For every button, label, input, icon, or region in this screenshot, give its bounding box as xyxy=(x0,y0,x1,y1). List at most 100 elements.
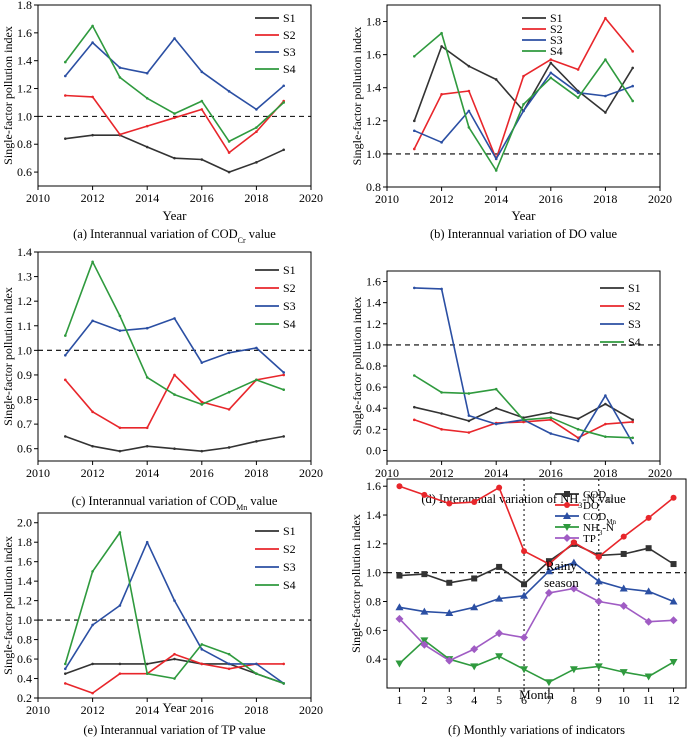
data-point xyxy=(544,588,553,597)
data-point xyxy=(396,572,403,579)
data-point xyxy=(64,74,67,78)
legend-label: S4 xyxy=(628,335,641,349)
panel-caption-text-post: value xyxy=(247,494,278,508)
legend-label-text: COD xyxy=(583,489,606,501)
data-point xyxy=(227,662,231,666)
data-point xyxy=(118,604,122,607)
data-point xyxy=(494,387,498,391)
data-point xyxy=(396,483,403,490)
x-tick-label: 2012 xyxy=(81,191,105,205)
data-point xyxy=(496,563,503,570)
data-point xyxy=(413,286,416,290)
x-tick-label: 2010 xyxy=(26,191,50,205)
data-point xyxy=(118,449,122,453)
data-point xyxy=(145,71,149,75)
data-point xyxy=(282,682,286,685)
data-point xyxy=(604,422,607,426)
panel-caption: (f) Monthly variations of indicators xyxy=(448,723,625,737)
y-tick-label: 1.6 xyxy=(366,275,381,289)
data-point xyxy=(549,418,553,422)
y-tick-label: 0.4 xyxy=(366,652,381,666)
data-point xyxy=(173,677,176,680)
x-tick-label: 2014 xyxy=(135,466,159,480)
data-point xyxy=(470,645,479,654)
data-point xyxy=(644,617,653,626)
panel-caption-text-post: value xyxy=(246,227,277,241)
data-point xyxy=(569,584,578,593)
legend-label: S2 xyxy=(628,299,641,313)
x-tick-label: 2020 xyxy=(299,191,323,205)
data-point xyxy=(520,666,529,674)
y-tick-label: 1.6 xyxy=(366,48,381,62)
x-tick-label: 2016 xyxy=(190,466,214,480)
data-point xyxy=(549,416,553,420)
data-point xyxy=(200,108,204,111)
panel-caption: (e) Interannual variation of TP value xyxy=(83,723,266,737)
series-line-4 xyxy=(64,260,284,406)
legend-label-text: NH xyxy=(583,522,599,534)
x-tick-label: 2018 xyxy=(244,466,268,480)
data-point xyxy=(145,145,149,149)
x-tick-label: 2012 xyxy=(81,466,105,480)
data-point xyxy=(282,84,286,88)
data-point xyxy=(445,609,454,617)
series-line-1 xyxy=(399,543,674,586)
data-point xyxy=(669,597,678,605)
y-tick-label: 1.3 xyxy=(17,270,32,284)
legend-label: S4 xyxy=(283,62,296,76)
y-tick-label: 0.8 xyxy=(17,393,32,407)
chart-panel-d: 2010 2012 2014 2016 2018 2020 0.0 0.2 0.4 0.6 0.8 1… xyxy=(350,270,672,510)
legend-label-text: S2 xyxy=(550,22,563,36)
data-point xyxy=(521,548,528,555)
x-tick-label: 4 xyxy=(471,693,477,707)
legend-marker xyxy=(564,491,570,497)
data-point xyxy=(522,420,525,424)
legend-label-text: S2 xyxy=(628,299,641,313)
data-point xyxy=(520,633,529,642)
y-axis-label: Single-factor pollution index xyxy=(350,297,364,436)
data-point xyxy=(395,660,404,668)
legend-label: S1 xyxy=(550,11,563,25)
y-tick-label: 0.8 xyxy=(366,180,381,194)
data-point xyxy=(569,666,578,674)
x-tick-label: 7 xyxy=(546,693,552,707)
y-tick-label: 1.2 xyxy=(17,594,32,608)
data-point xyxy=(467,431,471,434)
data-point xyxy=(440,45,443,48)
data-point xyxy=(91,319,94,323)
panel-caption-text: (f) Monthly variations of indicators xyxy=(448,723,625,737)
data-point xyxy=(200,99,204,103)
y-tick-label: 1.4 xyxy=(17,245,32,259)
y-tick-label: 1.0 xyxy=(17,613,32,627)
panel-caption: (a) Interannual variation of CODCr value xyxy=(73,227,276,245)
data-point xyxy=(521,581,528,588)
data-point xyxy=(549,61,553,65)
data-point xyxy=(440,287,443,291)
data-point xyxy=(200,449,204,453)
x-tick-label: 6 xyxy=(521,693,527,707)
legend-label-text: S1 xyxy=(283,11,296,25)
data-point xyxy=(413,129,416,133)
legend-label: NH3-N xyxy=(583,522,614,537)
y-tick-label: 1.2 xyxy=(366,537,381,551)
chart-panel-a: 2010 2012 2014 2016 2018 2020 0.6 0.8 1.0 1.2 1.4 1… xyxy=(1,0,323,245)
data-point xyxy=(413,54,416,58)
data-point xyxy=(118,314,122,318)
data-point xyxy=(118,531,122,534)
data-point xyxy=(467,419,471,423)
data-point xyxy=(200,70,204,74)
data-point xyxy=(467,414,471,417)
chart-panel-c: 2010 2012 2014 2016 2018 2020 0.6 0.7 0.8 0.9 1.0 1… xyxy=(1,245,323,512)
data-point xyxy=(420,640,429,649)
x-tick-label: 2020 xyxy=(299,703,323,717)
data-point xyxy=(467,64,471,68)
data-point xyxy=(576,417,580,421)
legend-label-text: S3 xyxy=(283,560,296,574)
data-point xyxy=(64,682,67,685)
data-point xyxy=(118,662,122,666)
x-axis-label: Month xyxy=(519,687,554,702)
y-tick-label: 1.0 xyxy=(366,147,381,161)
plot-frame xyxy=(386,478,687,689)
data-point xyxy=(255,161,258,164)
data-point xyxy=(604,58,607,61)
